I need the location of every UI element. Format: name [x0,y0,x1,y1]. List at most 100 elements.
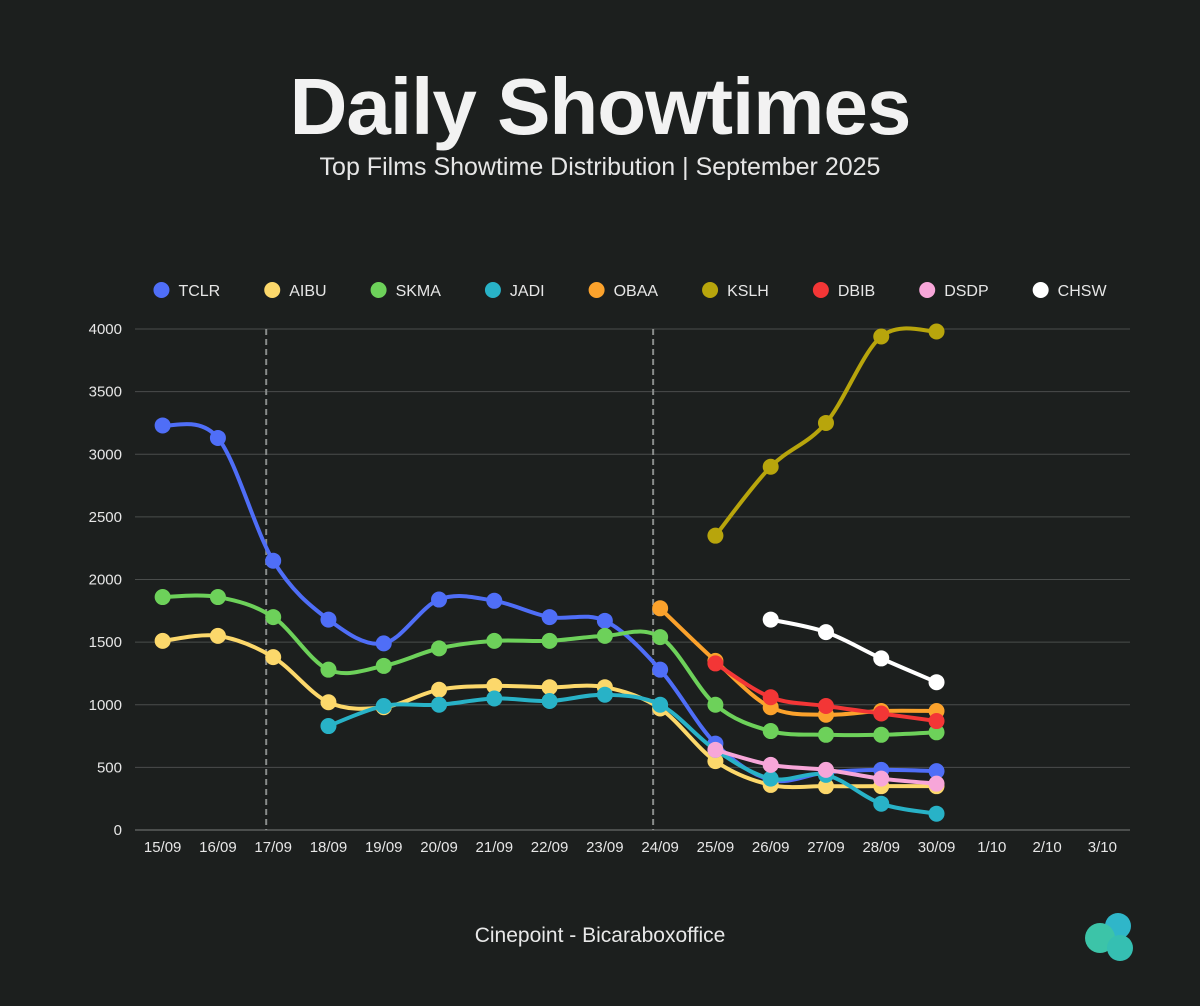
x-tick-label: 20/09 [420,839,458,856]
data-point-kslh [707,527,724,544]
legend-label-tclr: TCLR [178,283,220,300]
data-point-tclr [486,592,503,609]
reference-lines [265,329,655,830]
series-dsdp [707,741,945,792]
legend-swatch-skma [370,282,387,298]
data-point-jadi [873,795,890,812]
data-point-dsdp [707,741,724,758]
series-group [154,323,945,822]
x-tick-label: 28/09 [862,839,900,856]
series-kslh [707,323,945,544]
data-point-skma [707,696,724,713]
data-point-jadi [762,770,779,787]
data-point-skma [762,723,779,740]
data-point-skma [928,724,945,741]
x-tick-label: 19/09 [365,839,403,856]
series-line-kslh [713,326,939,538]
data-point-dbib [873,705,890,722]
legend-label-jadi: JADI [510,283,545,300]
x-tick-label: 23/09 [586,839,624,856]
data-point-tclr [320,611,337,628]
data-point-jadi [486,690,503,707]
data-point-skma [431,640,448,657]
legend-label-skma: SKMA [396,283,442,300]
data-point-tclr [375,635,392,652]
data-point-aibu [265,649,282,666]
data-point-aibu [486,677,503,694]
data-point-jadi [320,718,337,735]
data-point-tclr [265,552,282,569]
x-tick-label: 24/09 [641,839,679,856]
y-tick-label: 4000 [89,321,122,338]
data-point-skma [320,661,337,678]
series-dbib [707,655,945,730]
data-point-dbib [817,698,834,715]
x-tick-label: 16/09 [199,839,237,856]
data-point-skma [265,609,282,626]
x-axis: 15/09 16/09 17/09 18/09 19/09 20/09 21/09 22/09… [144,839,1117,856]
data-point-dbib [707,655,724,672]
y-tick-label: 3000 [89,446,122,463]
data-point-kslh [817,414,834,431]
x-tick-label: 2/10 [1032,839,1061,856]
data-point-tclr [652,661,669,678]
y-tick-label: 1500 [89,634,122,651]
y-tick-label: 0 [114,822,122,839]
x-tick-label: 30/09 [918,839,956,856]
data-point-skma [486,632,503,649]
legend-swatch-dsdp [919,282,936,298]
data-point-chsw [873,650,890,667]
x-tick-label: 27/09 [807,839,845,856]
data-point-jadi [431,696,448,713]
x-tick-label: 17/09 [254,839,292,856]
data-point-dsdp [928,775,945,792]
data-point-dsdp [817,761,834,778]
chart-subtitle: Top Films Showtime Distribution | Septem… [319,153,881,181]
x-tick-label: 26/09 [752,839,790,856]
data-point-aibu [209,627,226,644]
y-tick-label: 1000 [89,697,122,714]
data-point-jadi [596,686,613,703]
legend-swatch-obaa [588,282,605,298]
data-point-jadi [928,805,945,822]
legend-label-obaa: OBAA [614,283,659,300]
data-point-skma [209,589,226,606]
data-point-skma [652,629,669,646]
y-axis: 0 500 1000 1500 2000 2500 3000 3500 4000 [89,321,122,839]
legend-label-kslh: KSLH [727,283,769,300]
legend-swatch-kslh [702,282,719,298]
chart-title: Daily Showtimes [289,62,912,151]
legend-label-chsw: CHSW [1058,283,1108,300]
data-point-obaa [652,600,669,617]
x-tick-label: 1/10 [977,839,1006,856]
data-point-dbib [928,713,945,730]
data-point-dbib [762,689,779,706]
x-tick-label: 15/09 [144,839,182,856]
data-point-chsw [928,674,945,691]
data-point-kslh [928,323,945,340]
x-tick-label: 18/09 [310,839,348,856]
x-tick-label: 22/09 [531,839,569,856]
y-tick-label: 2000 [89,572,122,589]
data-point-skma [375,657,392,674]
data-point-tclr [209,429,226,446]
x-tick-label: 3/10 [1088,839,1117,856]
data-point-jadi [375,698,392,715]
data-point-skma [541,632,558,649]
data-point-aibu [541,679,558,696]
legend-swatch-jadi [484,282,501,298]
data-point-aibu [154,632,171,649]
data-point-jadi [541,692,558,709]
data-point-chsw [762,611,779,628]
source-credit: Cinepoint - Bicaraboxoffice [474,924,726,947]
data-point-tclr [596,612,613,629]
series-chsw [762,611,945,691]
data-point-kslh [762,458,779,475]
y-tick-label: 3500 [89,384,122,401]
data-point-aibu [320,694,337,711]
data-point-dsdp [873,770,890,787]
series-line-chsw [768,617,939,685]
legend-swatch-aibu [264,282,281,298]
legend-label-aibu: AIBU [289,283,326,300]
series-skma [154,589,945,743]
